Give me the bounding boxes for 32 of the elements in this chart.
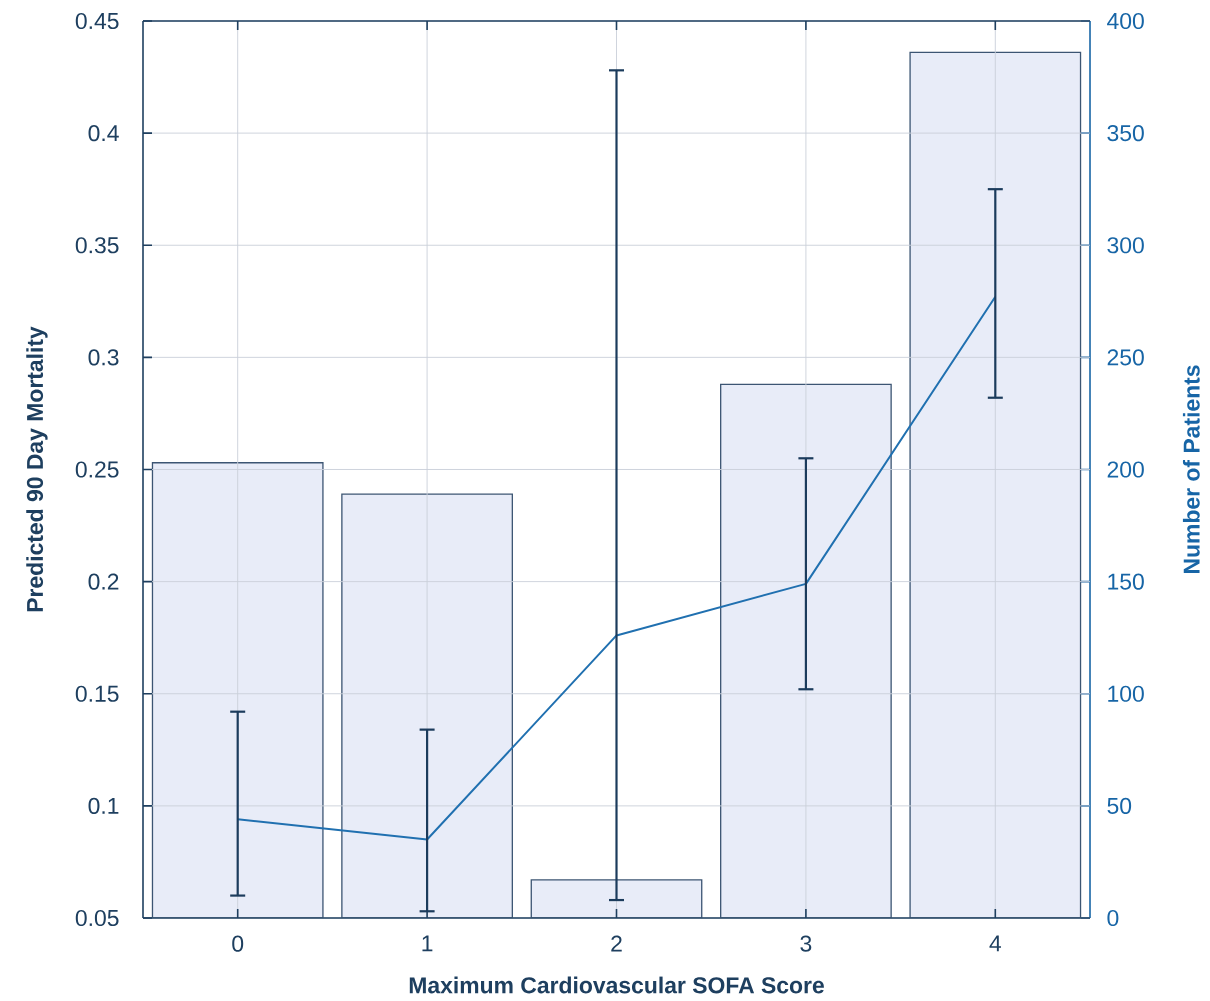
x-tick-label: 3 — [800, 935, 812, 952]
y2-tick-label: 400 — [1107, 12, 1144, 30]
y-tick-label: 0.4 — [88, 125, 119, 142]
y-axis-title: Predicted 90 Day Mortality — [26, 326, 48, 612]
y-tick-label: 0.3 — [88, 349, 119, 366]
y-tick-label: 0.05 — [75, 909, 119, 927]
x-axis-title: Maximum Cardiovascular SOFA Score — [409, 976, 824, 994]
y2-tick-label: 200 — [1107, 461, 1144, 478]
y-tick-label: 0.1 — [88, 797, 119, 814]
y-tick-label: 0.2 — [88, 573, 119, 590]
y2-tick-label: 100 — [1108, 685, 1144, 702]
y2-tick-label: 250 — [1107, 349, 1144, 366]
bar — [531, 879, 702, 918]
y-tick-label: 0.15 — [75, 685, 119, 702]
bar — [720, 384, 892, 918]
y2-tick-label: 150 — [1108, 573, 1144, 590]
y2-tick-label: 0 — [1107, 909, 1119, 927]
y-tick-label: 0.45 — [75, 12, 119, 30]
y-tick-label: 0.25 — [75, 461, 119, 478]
x-tick-label: 1 — [422, 935, 433, 952]
y2-tick-label: 350 — [1107, 125, 1144, 142]
y2-tick-label: 300 — [1107, 237, 1144, 254]
bar — [152, 462, 323, 918]
x-tick-label: 0 — [232, 935, 244, 952]
bar — [909, 51, 1082, 918]
y2-axis-title: Number of Patients — [1182, 365, 1200, 573]
x-tick-label: 4 — [989, 935, 1002, 952]
y-tick-label: 0.35 — [75, 237, 119, 254]
y2-tick-label: 50 — [1107, 797, 1132, 814]
line-series — [236, 295, 997, 841]
bar — [341, 494, 513, 918]
x-tick-label: 2 — [611, 935, 622, 952]
